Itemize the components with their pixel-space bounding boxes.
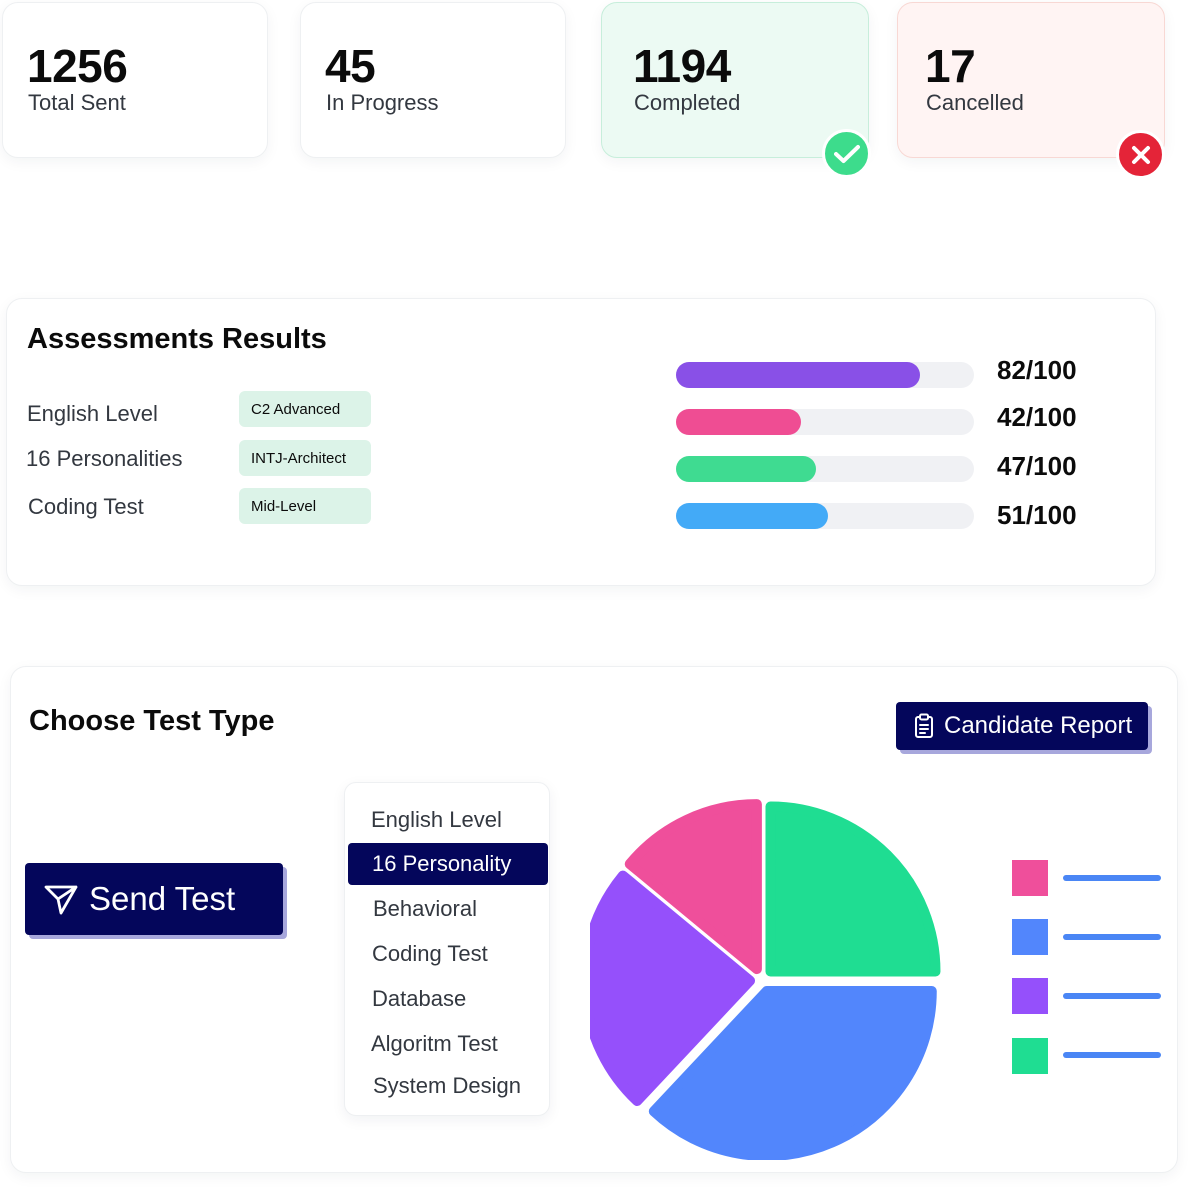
score-bar-fill [676, 456, 817, 482]
legend-swatch [1012, 978, 1048, 1014]
stat-card-total-sent: 1256 Total Sent [2, 2, 268, 158]
send-test-label: Send Test [89, 880, 236, 917]
assessments-title: Assessments Results [27, 323, 327, 355]
pie-slice-3 [624, 799, 762, 975]
score-bar [676, 362, 974, 388]
legend-swatch [1012, 1038, 1048, 1074]
score-value: 51/100 [997, 500, 1077, 530]
pie-slice-2 [590, 870, 756, 1107]
legend-swatch [1012, 860, 1048, 896]
test-type-item[interactable]: Behavioral [373, 896, 477, 921]
pie-slice-1 [648, 986, 937, 1160]
legend-line [1063, 875, 1161, 881]
score-bar-fill [676, 409, 802, 435]
stat-label: Completed [634, 90, 741, 115]
test-type-item[interactable]: Algoritm Test [371, 1031, 498, 1056]
candidate-report-button[interactable]: Candidate Report [896, 702, 1148, 750]
send-icon [43, 881, 79, 917]
close-icon [1116, 130, 1165, 179]
legend-swatch [1012, 919, 1048, 955]
assessments-results-card: Assessments Results English Level C2 Adv… [6, 298, 1156, 586]
check-icon [822, 129, 871, 178]
score-value: 47/100 [997, 451, 1077, 481]
test-type-item[interactable]: System Design [373, 1073, 521, 1098]
score-bar [676, 456, 974, 482]
result-tag-english: C2 Advanced [239, 391, 371, 427]
result-tag-coding: Mid-Level [239, 488, 371, 524]
score-bar [676, 409, 974, 435]
test-type-list: English Level 16 Personality Behavioral … [344, 782, 550, 1116]
stat-value: 1256 [27, 40, 128, 92]
test-type-item[interactable]: Database [372, 986, 467, 1011]
clipboard-icon [914, 713, 934, 739]
stat-label: Total Sent [28, 90, 126, 115]
score-bar [676, 503, 974, 529]
stat-value: 45 [325, 40, 376, 92]
stat-label: In Progress [326, 90, 439, 115]
send-test-button[interactable]: Send Test [25, 863, 283, 935]
score-value: 42/100 [997, 402, 1077, 432]
test-type-item[interactable]: Coding Test [372, 941, 488, 966]
result-tag-personalities: INTJ-Architect [239, 440, 371, 476]
stat-label: Cancelled [926, 90, 1024, 115]
legend-line [1063, 934, 1161, 940]
legend-line [1063, 993, 1161, 999]
choose-test-title: Choose Test Type [29, 705, 275, 737]
result-label-personalities: 16 Personalities [26, 446, 183, 471]
score-bar-fill [676, 503, 828, 529]
stat-value: 17 [925, 40, 976, 92]
stat-card-cancelled: 17 Cancelled [897, 2, 1165, 158]
pie-chart [590, 799, 941, 1160]
result-label-english: English Level [27, 401, 158, 426]
legend-line [1063, 1052, 1161, 1058]
stat-card-in-progress: 45 In Progress [300, 2, 566, 158]
test-type-item[interactable]: English Level [371, 807, 502, 832]
pie-slice-0 [765, 801, 941, 977]
stat-card-completed: 1194 Completed [601, 2, 869, 158]
candidate-report-label: Candidate Report [944, 712, 1133, 739]
result-label-coding: Coding Test [28, 494, 144, 519]
score-value: 82/100 [997, 355, 1077, 385]
test-type-item-selected[interactable]: 16 Personality [348, 843, 548, 885]
stat-value: 1194 [633, 40, 731, 92]
score-bar-fill [676, 362, 921, 388]
